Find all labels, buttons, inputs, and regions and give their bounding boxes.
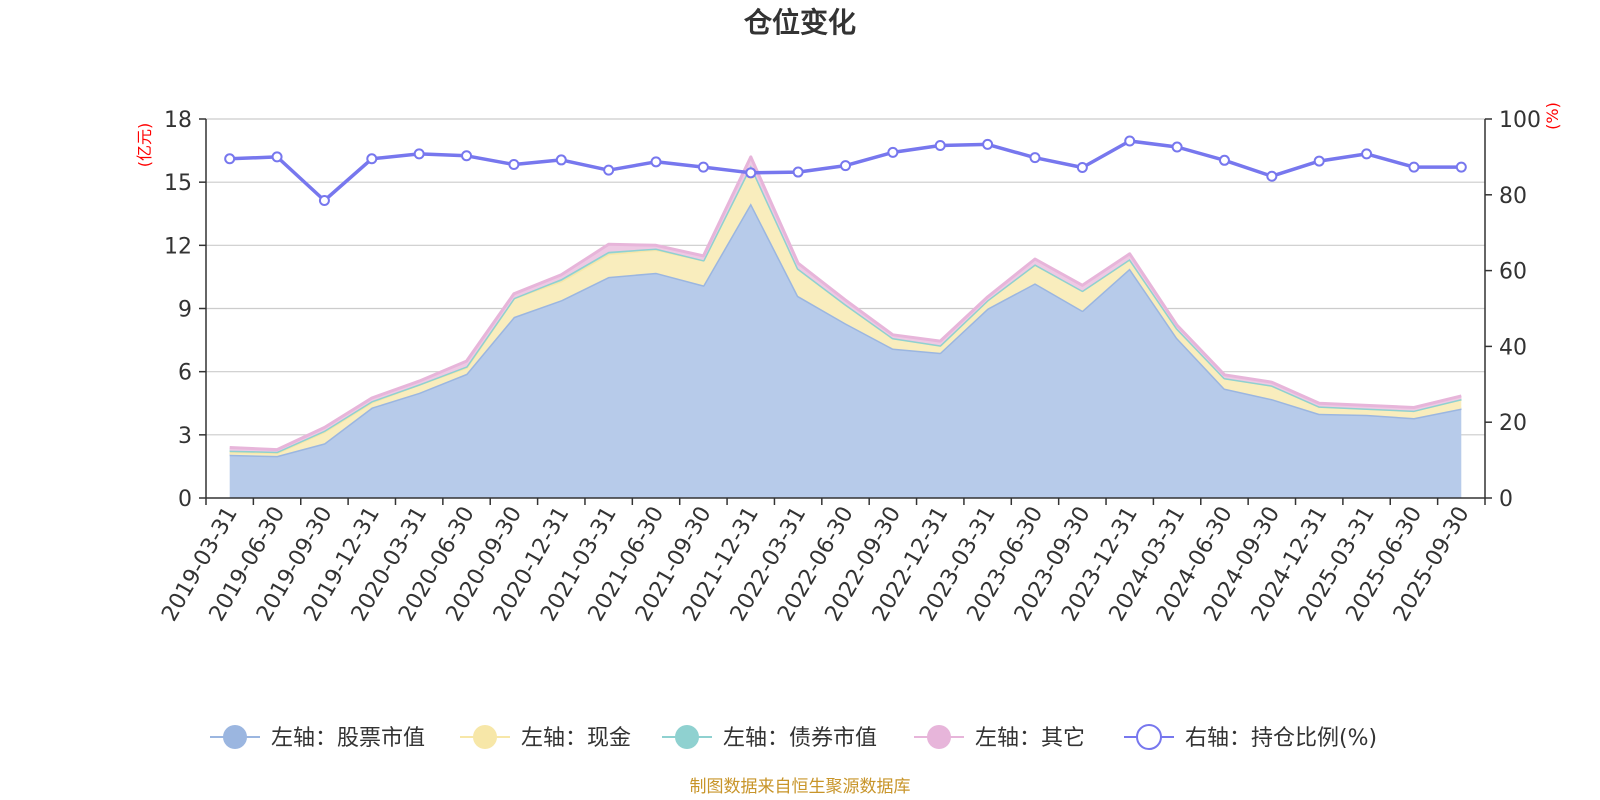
right-tick-label: 0 — [1499, 487, 1513, 512]
ratio-point — [318, 194, 330, 206]
right-tick-label: 80 — [1499, 184, 1527, 209]
ratio-point — [461, 150, 473, 162]
legend-label: 左轴：现金 — [521, 726, 631, 751]
ratio-point — [982, 138, 994, 150]
ratio-point — [934, 140, 946, 152]
ratio-point — [792, 166, 804, 178]
legend-marker — [473, 725, 497, 749]
legend-marker — [675, 725, 699, 749]
legend-item-4[interactable]: 右轴：持仓比例(%) — [1124, 724, 1377, 751]
ratio-point — [555, 154, 567, 166]
ratio-point — [224, 153, 236, 165]
ratio-point — [508, 158, 520, 170]
data-source-note: 制图数据来自恒生聚源数据库 — [690, 777, 911, 797]
ratio-point — [697, 161, 709, 173]
ratio-point — [887, 146, 899, 158]
stacked-areas — [229, 155, 1462, 498]
ratio-point — [271, 151, 283, 163]
position-ratio-line — [224, 135, 1467, 206]
left-tick-label: 15 — [164, 171, 192, 196]
ratio-point — [840, 160, 851, 172]
ratio-point — [1171, 141, 1183, 153]
left-tick-label: 12 — [164, 234, 192, 259]
ratio-point — [1313, 155, 1325, 167]
ratio-point — [1361, 148, 1373, 160]
ratio-point — [1455, 161, 1467, 173]
right-tick-label: 60 — [1499, 260, 1527, 285]
ratio-point — [603, 164, 615, 176]
legend: 左轴：股票市值 左轴：现金 左轴：债券市值 左轴：其它 右轴：持仓比例(%) — [210, 724, 1377, 751]
area-series-3 — [229, 156, 1462, 452]
ratio-point — [1124, 135, 1136, 147]
ratio-point — [1408, 161, 1420, 173]
legend-item-3[interactable]: 左轴：其它 — [914, 725, 1085, 751]
area-series-0 — [229, 203, 1462, 498]
ratio-point — [650, 156, 662, 168]
legend-item-1[interactable]: 左轴：现金 — [460, 725, 631, 751]
legend-label: 左轴：其它 — [975, 726, 1085, 751]
legend-marker-hollow — [1136, 724, 1162, 750]
right-tick-label: 100 — [1499, 108, 1541, 133]
ratio-point — [366, 153, 378, 165]
right-axis-unit: (%) — [1543, 102, 1562, 130]
ratio-point — [1218, 154, 1230, 166]
area-series-1 — [229, 165, 1462, 456]
legend-marker — [223, 725, 247, 749]
right-tick-label: 20 — [1499, 411, 1527, 436]
left-tick-label: 6 — [178, 361, 192, 386]
right-tick-label: 40 — [1499, 335, 1527, 360]
legend-marker — [927, 725, 951, 749]
left-tick-label: 3 — [178, 424, 192, 449]
left-tick-label: 9 — [178, 298, 192, 323]
ratio-point — [1029, 152, 1041, 164]
ratio-point — [1076, 162, 1088, 174]
left-tick-label: 18 — [164, 108, 192, 133]
chart-title: 仓位变化 — [744, 6, 856, 39]
legend-label: 左轴：股票市值 — [271, 726, 425, 751]
ratio-point — [1266, 170, 1278, 182]
ratio-point — [413, 148, 425, 160]
legend-item-2[interactable]: 左轴：债券市值 — [662, 725, 877, 751]
area-series-edge-3 — [229, 155, 1462, 452]
legend-item-0[interactable]: 左轴：股票市值 — [210, 725, 425, 751]
legend-label: 右轴：持仓比例(%) — [1185, 726, 1377, 751]
left-axis-unit: (亿元) — [135, 123, 154, 168]
left-tick-label: 0 — [178, 487, 192, 512]
legend-label: 左轴：债券市值 — [723, 726, 877, 751]
ratio-point — [745, 167, 757, 179]
